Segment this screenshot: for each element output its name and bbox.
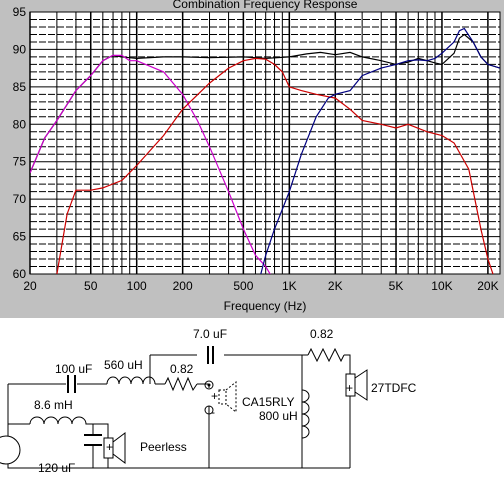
chart-title: Combination Frequency Response [173, 0, 358, 11]
capacitor-120uF: 120 uF [38, 434, 102, 475]
x-tick-label: 20 [23, 279, 37, 293]
y-tick-label: 60 [13, 267, 27, 281]
inductor-8-6mH-label: 8.6 mH [34, 398, 73, 412]
woofer-plus: + [106, 440, 113, 454]
x-tick-label: 50 [84, 279, 98, 293]
y-tick-label: 95 [13, 5, 27, 19]
crossover-schematic: 7.0 uF 0.82 100 uF 560 uH 0.82 [0, 318, 504, 493]
x-tick-label: 20K [477, 279, 498, 293]
y-tick-label: 75 [13, 155, 27, 169]
tick-labels: 60 65 70 75 80 85 90 95 20 50 100 200 500 1K 2K 5K 10K 20… [13, 5, 499, 293]
x-tick-label: 1K [282, 279, 297, 293]
x-tick-label: 100 [127, 279, 147, 293]
series-layer [30, 27, 500, 274]
resistor-top-label: 0.82 [310, 327, 334, 341]
inductor-800uH-label: 800 uH [259, 409, 298, 423]
x-tick-label: 2K [328, 279, 343, 293]
x-tick-label: 10K [431, 279, 452, 293]
tweeter-driver: + 27TDFC [345, 369, 417, 401]
plot-area [29, 11, 501, 275]
capacitor-100uF-label: 100 uF [55, 362, 92, 376]
wire-top-right [302, 354, 351, 374]
y-tick-label: 65 [13, 230, 27, 244]
y-tick-label: 70 [13, 192, 27, 206]
capacitor-100uF: 100 uF [55, 362, 92, 393]
series-line-2 [30, 54, 271, 274]
x-tick-label: 5K [389, 279, 404, 293]
resistor-mid: 0.82 [164, 362, 198, 392]
frequency-response-chart: 60 65 70 75 80 85 90 95 20 50 100 200 500 1K 2K 5K 10K 20… [13, 0, 501, 313]
resistor-mid-label: 0.82 [170, 362, 194, 376]
capacitor-7uF-label: 7.0 uF [193, 327, 227, 341]
x-axis-title: Frequency (Hz) [224, 299, 307, 313]
midrange-minus: - [211, 405, 215, 419]
schematic-wiring [7, 354, 351, 469]
inductor-560uH-label: 560 uH [104, 358, 143, 372]
crossover-schematic-svg: 7.0 uF 0.82 100 uF 560 uH 0.82 [0, 327, 417, 475]
series-line-4 [260, 27, 500, 274]
major-gridlines [29, 11, 500, 275]
signal-source [0, 435, 21, 465]
capacitor-120uF-label: 120 uF [38, 461, 75, 475]
midrange-label: CA15RLY [242, 395, 294, 409]
woofer-driver: + Peerless [103, 432, 187, 464]
inductor-800uH: 800 uH [259, 389, 310, 439]
capacitor-7uF: 7.0 uF [193, 327, 227, 364]
y-tick-label: 85 [13, 80, 27, 94]
wire-left-rail [7, 384, 93, 469]
x-tick-label: 500 [233, 279, 253, 293]
inductor-560uH: 560 uH [104, 358, 156, 385]
series-line-3 [56, 57, 494, 274]
woofer-label: Peerless [140, 440, 187, 454]
tweeter-label: 27TDFC [371, 381, 417, 395]
midrange-driver: CA15RLY + - [204, 380, 294, 419]
x-tick-label: 200 [173, 279, 193, 293]
inductor-8-6mH: 8.6 mH [29, 398, 88, 425]
y-tick-label: 90 [13, 42, 27, 56]
resistor-top: 0.82 [307, 327, 345, 363]
y-tick-label: 80 [13, 117, 27, 131]
frequency-response-panel: 60 65 70 75 80 85 90 95 20 50 100 200 500 1K 2K 5K 10K 20… [0, 0, 504, 318]
midrange-plus: + [211, 389, 218, 403]
tweeter-plus: + [346, 381, 353, 395]
